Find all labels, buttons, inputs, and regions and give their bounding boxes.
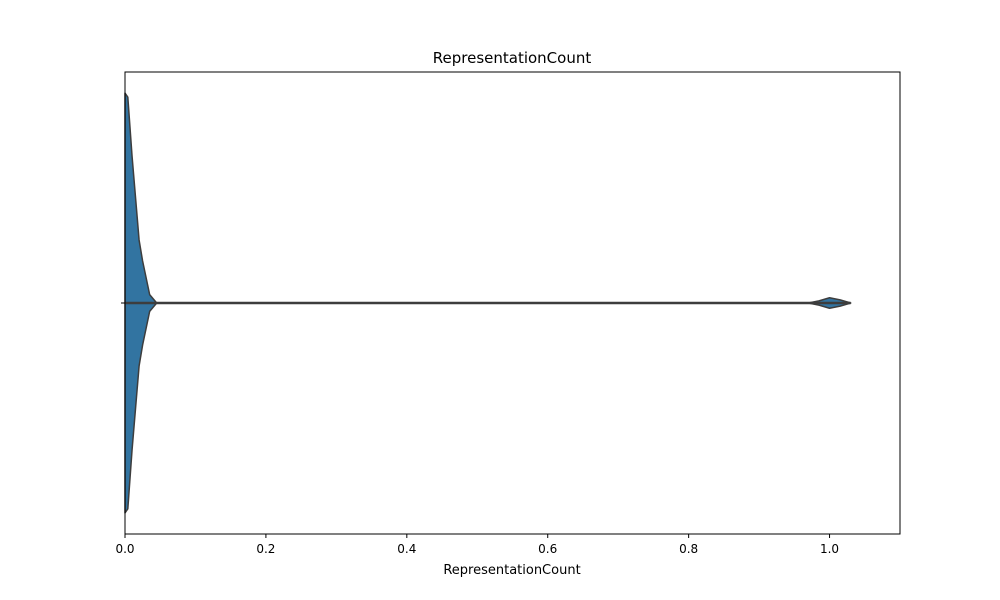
x-tick-label: 0.0 <box>115 542 134 556</box>
x-tick-label: 0.2 <box>256 542 275 556</box>
x-tick-label: 0.4 <box>397 542 416 556</box>
x-tick-label: 0.8 <box>679 542 698 556</box>
x-tick-label: 1.0 <box>820 542 839 556</box>
x-tick-label: 0.6 <box>538 542 557 556</box>
x-axis-ticks: 0.0 0.2 0.4 0.6 0.8 1.0 <box>115 534 839 556</box>
violin-layer <box>124 92 852 514</box>
chart-title: RepresentationCount <box>433 49 592 67</box>
x-axis-label: RepresentationCount <box>443 563 580 578</box>
violin-body <box>124 92 852 514</box>
